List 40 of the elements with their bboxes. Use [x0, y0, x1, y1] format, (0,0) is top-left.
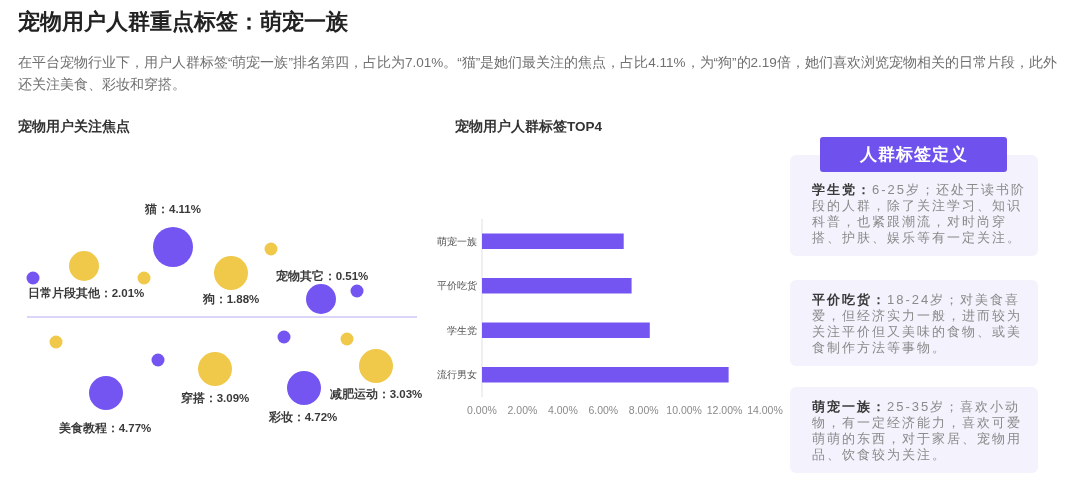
text: 学生党：6-25岁；还处于读书阶段的人群，除了关注学习、知识科普，也紧跟潮流，对时尚穿搭、护肤、娱乐等有一定关注。: [812, 182, 1027, 245]
category-label: 宠物其它: [274, 269, 324, 283]
bar: [482, 233, 624, 249]
text: 宠物用户人群重点标签：萌宠一族: [18, 9, 348, 34]
bar: [482, 322, 650, 338]
text: 平价吃货：18-24岁；对美食喜爱，但经济实力一般，进而较为关注平价但又美味的食物、或美食制作方法等事物。: [812, 292, 1022, 355]
x-tick-label: 2.00%: [507, 404, 538, 416]
x-tick-label: 8.00%: [628, 404, 659, 416]
data-label: ：2.01%: [99, 287, 145, 299]
data-label: ：4.11%: [157, 203, 201, 215]
x-tick-label: 0.00%: [467, 404, 497, 416]
data-label: ：3.03%: [377, 388, 423, 400]
category-label: 彩妆: [267, 411, 293, 424]
x-tick-label: 12.00%: [706, 404, 743, 416]
chart-title: 宠物用户人群标签TOP4: [455, 119, 603, 134]
data-label: ：1.88%: [214, 293, 260, 305]
category-label: 猫: [144, 203, 158, 215]
text: 人群标签定义: [859, 145, 968, 164]
category-label: 日常片段其他: [27, 286, 101, 300]
category-label: 减肥运动: [329, 387, 378, 401]
x-tick-label: 6.00%: [588, 404, 619, 416]
data-label: ：3.09%: [204, 392, 250, 404]
x-tick-label: 10.00%: [666, 404, 702, 416]
bar: [482, 278, 632, 294]
category-label: 狗: [201, 292, 215, 305]
category-label: 穿搭: [180, 391, 206, 404]
category-label: 美食教程: [57, 421, 107, 435]
text: 在平台宠物行业下，用户人群标签“萌宠一族”排名第四，占比为7.01%。“猫”是她们最关注的焦点，占比4.11%，为“狗”的2.19倍，她们喜欢浏览宠物相关的日常片段，此外还关注美食、彩妆和穿搭。: [18, 55, 1057, 92]
y-tick-label: 流行男女: [437, 369, 477, 381]
x-tick-label: 4.00%: [547, 404, 578, 416]
y-tick-label: 萌宠一族: [437, 235, 477, 247]
text: 萌宠一族：25-35岁；喜欢小动物，有一定经济能力，喜欢可爱萌萌的东西，对于家居、宠物用品、饮食较为关注。: [812, 399, 1022, 462]
bar: [482, 367, 729, 383]
data-label: ：0.51%: [323, 270, 369, 282]
x-tick-label: 14.00%: [747, 404, 783, 416]
data-label: ：4.77%: [106, 422, 152, 434]
y-tick-label: 平价吃货: [437, 280, 477, 292]
y-tick-label: 学生党: [447, 324, 477, 336]
data-label: ：4.72%: [292, 411, 338, 423]
text: 宠物用户关注焦点: [18, 119, 130, 134]
